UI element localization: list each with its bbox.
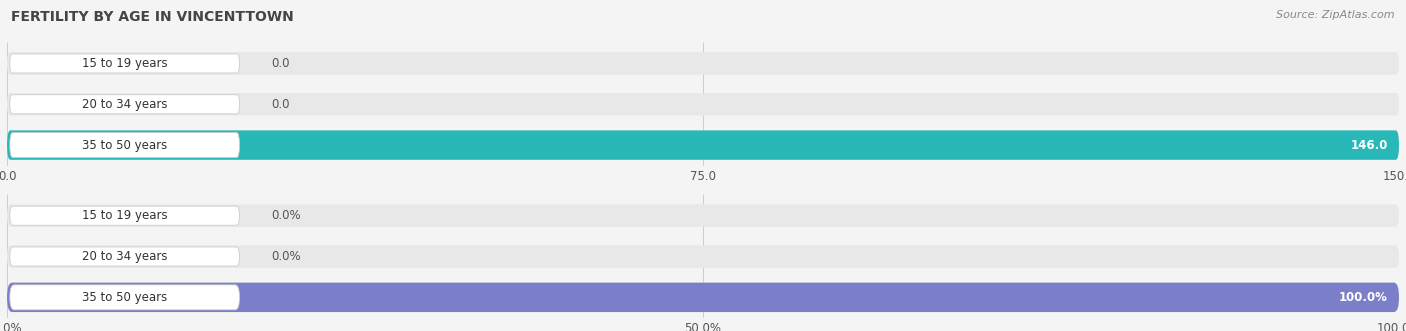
- FancyBboxPatch shape: [10, 54, 239, 73]
- FancyBboxPatch shape: [7, 130, 1399, 160]
- FancyBboxPatch shape: [7, 52, 1399, 75]
- FancyBboxPatch shape: [10, 95, 239, 114]
- Text: 0.0: 0.0: [271, 57, 290, 70]
- FancyBboxPatch shape: [10, 206, 239, 225]
- Text: 0.0%: 0.0%: [271, 250, 301, 263]
- Text: 0.0: 0.0: [271, 98, 290, 111]
- Text: 146.0: 146.0: [1350, 139, 1388, 152]
- Text: 35 to 50 years: 35 to 50 years: [82, 291, 167, 304]
- Text: 100.0%: 100.0%: [1339, 291, 1388, 304]
- FancyBboxPatch shape: [7, 205, 1399, 227]
- FancyBboxPatch shape: [10, 247, 239, 266]
- Text: 0.0%: 0.0%: [271, 209, 301, 222]
- FancyBboxPatch shape: [7, 130, 1399, 160]
- Text: 20 to 34 years: 20 to 34 years: [82, 250, 167, 263]
- Text: 15 to 19 years: 15 to 19 years: [82, 209, 167, 222]
- Text: 15 to 19 years: 15 to 19 years: [82, 57, 167, 70]
- FancyBboxPatch shape: [7, 283, 1399, 312]
- FancyBboxPatch shape: [7, 245, 1399, 268]
- FancyBboxPatch shape: [10, 133, 239, 158]
- Text: 35 to 50 years: 35 to 50 years: [82, 139, 167, 152]
- Text: 20 to 34 years: 20 to 34 years: [82, 98, 167, 111]
- Text: Source: ZipAtlas.com: Source: ZipAtlas.com: [1277, 10, 1395, 20]
- FancyBboxPatch shape: [7, 283, 1399, 312]
- FancyBboxPatch shape: [7, 93, 1399, 116]
- Text: FERTILITY BY AGE IN VINCENTTOWN: FERTILITY BY AGE IN VINCENTTOWN: [11, 10, 294, 24]
- FancyBboxPatch shape: [10, 285, 239, 310]
